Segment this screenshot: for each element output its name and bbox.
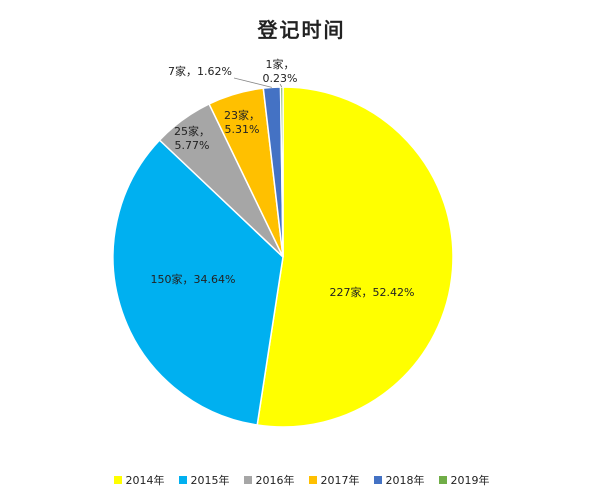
legend-label: 2017年 (320, 474, 360, 487)
pie-slice-2014年 (256, 86, 454, 428)
legend: 2014年 2015年 2016年 2017年 2018年 2019年 (0, 470, 603, 490)
legend-item-2015年: 2015年 (178, 472, 230, 488)
slice-label-2018年: 7家，1.62% (168, 64, 232, 78)
leader-line-2018年 (233, 77, 273, 88)
slice-labels: 227家，52.42% 150家，34.64% 25家， 5.77% 23家， 5.31%… (151, 57, 415, 299)
legend-label: 2015年 (190, 474, 230, 487)
legend-item-2014年: 2014年 (113, 472, 165, 488)
legend-swatch (113, 476, 122, 484)
legend-label: 2014年 (125, 474, 165, 487)
leader-lines (233, 77, 283, 88)
legend-swatch (308, 476, 317, 484)
legend-item-2017年: 2017年 (308, 472, 360, 488)
slice-label-2015年: 150家，34.64% (151, 272, 236, 286)
slice-label-2016年: 25家， 5.77% (174, 124, 210, 152)
slice-label-2014年: 227家，52.42% (330, 285, 415, 299)
pie-slice-2015年 (112, 139, 284, 426)
pie-slices (112, 86, 454, 428)
legend-label: 2016年 (255, 474, 295, 487)
legend-swatch (438, 476, 447, 484)
slice-label-2019年: 1家， 0.23% (263, 57, 298, 85)
legend-item-2019年: 2019年 (438, 472, 490, 488)
pie-slice-2019年 (279, 86, 284, 258)
legend-swatch (178, 476, 187, 484)
legend-item-2018年: 2018年 (373, 472, 425, 488)
chart-title: 登记时间 (257, 18, 346, 42)
legend-item-2016年: 2016年 (243, 472, 295, 488)
leader-line-2019年 (279, 83, 283, 88)
slice-label-2017年: 23家， 5.31% (224, 108, 260, 136)
legend-swatch (373, 476, 382, 484)
legend-label: 2019年 (450, 474, 490, 487)
legend-label: 2018年 (385, 474, 425, 487)
pie-chart: 227家，52.42% 150家，34.64% 25家， 5.77% 23家， 5.31%… (112, 57, 454, 428)
legend-swatch (243, 476, 252, 484)
